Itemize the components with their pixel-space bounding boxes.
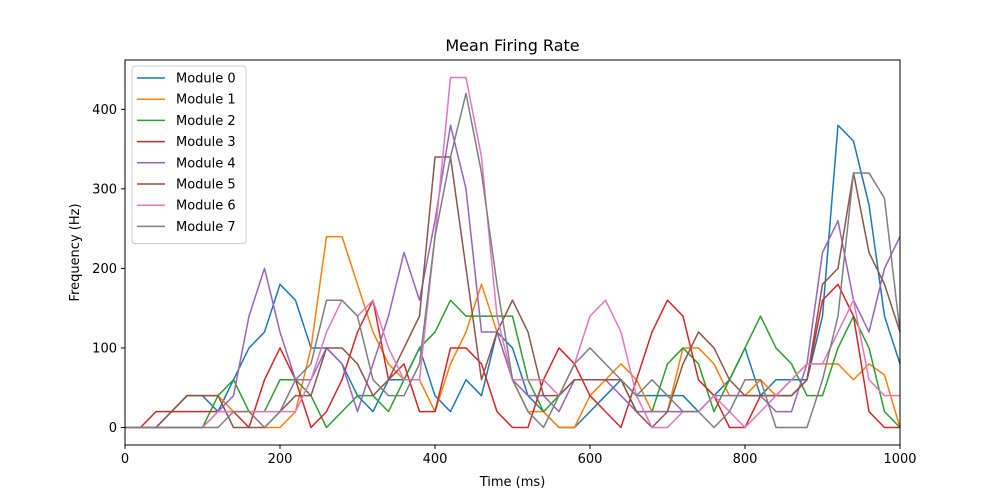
legend-label-module-7: Module 7 (176, 220, 236, 235)
x-tick-label: 200 (268, 452, 293, 467)
plot-frame (124, 59, 901, 446)
x-tick-label: 1000 (883, 452, 916, 467)
legend-label-module-6: Module 6 (176, 199, 236, 214)
y-axis-label: Frequency (Hz) (68, 203, 83, 301)
series-layer (125, 76, 901, 429)
x-tick-label: 800 (733, 452, 758, 467)
x-tick-label: 400 (423, 452, 448, 467)
legend-label-module-0: Module 0 (176, 72, 236, 87)
x-tick-label: 600 (578, 452, 603, 467)
y-tick-label: 300 (92, 182, 117, 197)
series-line-module-5 (125, 156, 901, 429)
legend-label-module-2: Module 2 (176, 114, 236, 129)
series-line-module-7 (125, 92, 901, 429)
axes-layer: 0 200 400 600 800 1000 0 100 200 300 400 (92, 103, 916, 467)
x-axis-label: Time (ms) (479, 475, 546, 490)
legend-label-module-5: Module 5 (176, 178, 236, 193)
chart-title: Mean Firing Rate (445, 36, 579, 55)
y-tick-label: 400 (92, 103, 117, 118)
y-tick-label: 100 (92, 341, 117, 356)
x-tick-label: 0 (121, 452, 129, 467)
series-line-module-0 (125, 124, 901, 429)
legend-box (131, 65, 247, 245)
legend: Module 0 Module 1 Module 2 Module 3 Module 4… (131, 65, 247, 245)
legend-label-module-3: Module 3 (176, 135, 236, 150)
y-tick-label: 0 (109, 421, 117, 436)
legend-label-module-4: Module 4 (176, 156, 236, 171)
y-tick-label: 200 (92, 262, 117, 277)
legend-label-module-1: Module 1 (176, 93, 236, 108)
